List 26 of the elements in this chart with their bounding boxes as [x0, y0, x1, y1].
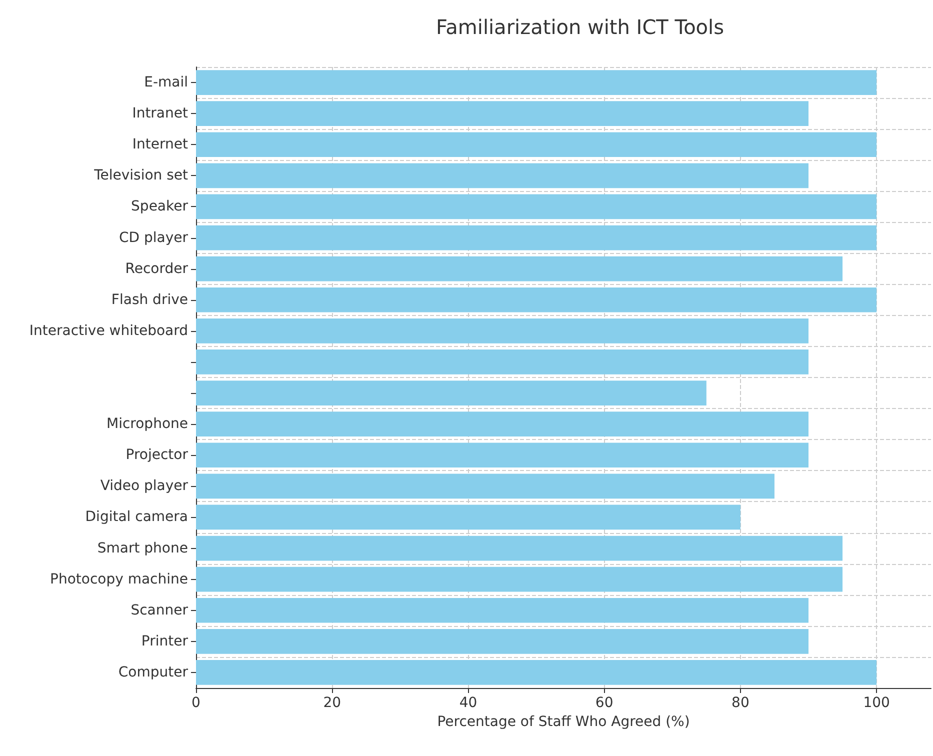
- y-tick-label: Digital camera: [85, 509, 188, 526]
- x-tick-label: 40: [459, 695, 478, 711]
- y-tick-label: Internet: [132, 136, 189, 153]
- y-tick-label: Flash drive: [111, 292, 188, 308]
- y-tick-label: Microphone: [106, 416, 188, 432]
- x-tick-label: 60: [595, 695, 614, 711]
- y-tick-label: Photocopy machine: [50, 571, 188, 588]
- y-tick-label: Scanner: [130, 602, 188, 618]
- x-tick-label: 80: [732, 695, 750, 711]
- y-tick-label: Projector: [126, 447, 188, 464]
- y-tick-label: Smart phone: [97, 540, 188, 556]
- y-tick-label: Printer: [141, 633, 188, 650]
- y-tick-label: Computer: [118, 664, 188, 680]
- y-tick-label: Intranet: [132, 106, 188, 122]
- y-tick-label: Television set: [93, 168, 189, 184]
- x-tick-label: 100: [863, 695, 890, 711]
- y-tick-label: Recorder: [125, 260, 188, 277]
- y-tick-label: CD player: [118, 230, 188, 246]
- chart-title: Familiarization with ICT Tools: [436, 15, 724, 39]
- y-tick-label: Interactive whiteboard: [29, 322, 188, 339]
- x-tick-label: 20: [323, 695, 342, 711]
- x-tick-label: 0: [192, 695, 200, 711]
- y-tick-label: E-mail: [144, 74, 188, 91]
- x-axis-title: Percentage of Staff Who Agreed (%): [437, 714, 690, 730]
- y-tick-label: Video player: [100, 478, 188, 494]
- y-tick-label: Speaker: [131, 198, 188, 215]
